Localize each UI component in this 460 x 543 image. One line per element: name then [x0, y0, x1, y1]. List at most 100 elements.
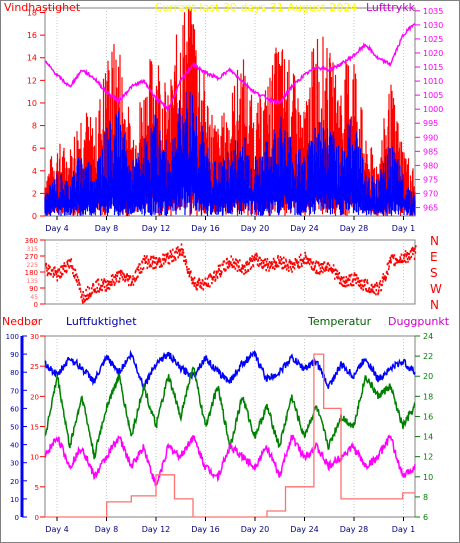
panel1-ytick-label-left: 18 — [27, 9, 37, 18]
compass-label: W — [430, 282, 442, 296]
label-nedbor: Nedbør — [2, 315, 43, 328]
series-nedbor — [45, 353, 415, 518]
panel3-xtick-label: Day 8 — [95, 525, 118, 534]
panel3-ticks: 0 10 20 30 40 50 60 70 80 90 100 0 5 10 15 20 25 30 6 8 10 12… — [6, 332, 434, 534]
panel3-ytick-label-humidity: 40 — [10, 442, 19, 450]
chart-title: Current last 30 days 31 August 2024 — [155, 1, 358, 14]
panel1-ytick-label-right: 985 — [423, 147, 438, 156]
panel1-ytick-label-right: 1010 — [423, 77, 443, 86]
panel2-ytick-minor-label: 45 — [30, 294, 38, 301]
panel3-ytick-label-temp: 8 — [423, 493, 428, 502]
panel3-ytick-label-humidity: 0 — [15, 514, 19, 522]
panel1-ytick-label-left: 2 — [32, 189, 37, 198]
panel1-ytick-label-right: 1035 — [423, 7, 443, 16]
compass-label: E — [430, 250, 438, 264]
panel3-ytick-label-rain: 0 — [35, 514, 39, 522]
panel1-ytick-label-right: 980 — [423, 161, 438, 170]
label-vindhastighet: Vindhastighet — [4, 1, 81, 14]
panel3-ytick-label-temp: 12 — [423, 453, 433, 462]
panel3-xtick-label: Day 24 — [290, 525, 319, 534]
panel3-ytick-label-temp: 6 — [423, 513, 428, 522]
panel1-xtick-label: Day 1 — [392, 224, 415, 233]
panel1-ytick-label-right: 1005 — [423, 91, 443, 100]
panel3-xtick-label: Day 16 — [191, 525, 220, 534]
panel1-xtick-label: Day 24 — [290, 224, 319, 233]
panel1-ytick-label-right: 1025 — [423, 35, 443, 44]
panel1-xtick-label: Day 8 — [95, 224, 118, 233]
panel1-series — [44, 9, 416, 216]
panel1-xtick-label: Day 12 — [142, 224, 171, 233]
panel3-ytick-label-rain: 15 — [30, 424, 39, 432]
panel1-xtick-label: Day 20 — [241, 224, 270, 233]
panel1-ytick-label-left: 8 — [32, 122, 37, 131]
panel3-ytick-label-temp: 14 — [423, 433, 433, 442]
label-luftfuktighet: Luftfuktighet — [66, 315, 137, 328]
panel3-ytick-label-temp: 22 — [423, 352, 433, 361]
panel3-ytick-label-temp: 16 — [423, 412, 433, 421]
panel3-ytick-label-humidity: 100 — [6, 333, 19, 341]
label-duggpunkt: Duggpunkt — [388, 315, 450, 328]
panel3-xtick-label: Day 4 — [45, 525, 68, 534]
panel2-ytick-minor-label: 225 — [27, 262, 39, 269]
label-temperatur: Temperatur — [307, 315, 372, 328]
panel-wind-direction — [44, 239, 416, 305]
series-temperatur — [44, 366, 416, 460]
panel1-ytick-label-right: 1015 — [423, 63, 443, 72]
panel3-ytick-label-temp: 20 — [423, 372, 433, 381]
panel3-series — [44, 349, 416, 518]
panel1-ytick-label-right: 990 — [423, 133, 438, 142]
panel1-ytick-label-right: 1020 — [423, 49, 443, 58]
panel1-ytick-label-right: 965 — [423, 204, 438, 213]
panel3-xtick-label: Day 1 — [392, 525, 415, 534]
panel3-ytick-label-temp: 10 — [423, 473, 433, 482]
panel1-xtick-label: Day 28 — [340, 224, 369, 233]
panel1-ytick-label-left: 4 — [32, 167, 37, 176]
series-vindretning — [45, 243, 417, 304]
series-luftfuktighet — [44, 349, 416, 391]
series-vindkast — [44, 91, 416, 216]
panel1-ytick-label-left: 6 — [32, 144, 37, 153]
panel1-ytick-label-left: 14 — [27, 54, 37, 63]
compass-label: N — [430, 234, 439, 248]
panel3-ytick-label-humidity: 10 — [10, 496, 19, 504]
panel2-ytick-label: 90 — [29, 285, 38, 293]
panel3-ytick-label-temp: 18 — [423, 392, 433, 401]
panel3-ytick-label-rain: 20 — [30, 393, 39, 401]
panel1-ytick-label-left: 0 — [32, 212, 37, 221]
panel1-ytick-label-right: 1000 — [423, 105, 443, 114]
panel3-ytick-label-rain: 30 — [30, 333, 39, 341]
series-lufttrykk — [44, 23, 416, 112]
panel1-ytick-label-left: 16 — [27, 31, 37, 40]
series-duggpunkt — [44, 434, 416, 487]
compass-label: N — [430, 298, 439, 312]
panel3-ytick-label-temp: 24 — [423, 332, 433, 341]
panel2-ytick-label: 180 — [25, 269, 38, 277]
panel1-ytick-label-right: 995 — [423, 119, 438, 128]
panel3-xtick-label: Day 28 — [340, 525, 369, 534]
panel1-ytick-label-left: 12 — [27, 76, 37, 85]
label-lufttrykk: Lufttrykk — [366, 1, 416, 14]
compass-label: S — [430, 266, 438, 280]
panel3-xtick-label: Day 20 — [241, 525, 270, 534]
panel1-ytick-label-left: 10 — [27, 99, 37, 108]
panel3-ytick-label-humidity: 70 — [10, 387, 19, 395]
panel1-xtick-label: Day 4 — [45, 224, 68, 233]
panel3-ytick-label-humidity: 60 — [10, 405, 19, 413]
panel1-ytick-label-right: 975 — [423, 175, 438, 184]
panel2-series — [45, 243, 417, 304]
panel3-ytick-label-humidity: 90 — [10, 351, 19, 359]
panel1-ytick-label-right: 970 — [423, 190, 438, 199]
panel3-ytick-label-humidity: 20 — [10, 478, 19, 486]
panel3-ytick-label-rain: 25 — [30, 363, 39, 371]
panel1-xtick-label: Day 16 — [191, 224, 220, 233]
panel2-ytick-label: 270 — [25, 253, 38, 261]
panel2-ytick-minor-label: 135 — [27, 278, 39, 285]
panel2-ytick-label: 0 — [34, 301, 38, 309]
panel3-xtick-label: Day 12 — [142, 525, 171, 534]
panel1-ytick-label-right: 1030 — [423, 21, 443, 30]
panel2-ytick-minor-label: 315 — [27, 246, 39, 253]
panel3-ytick-label-humidity: 80 — [10, 369, 19, 377]
panel3-ytick-label-rain: 10 — [30, 454, 39, 462]
